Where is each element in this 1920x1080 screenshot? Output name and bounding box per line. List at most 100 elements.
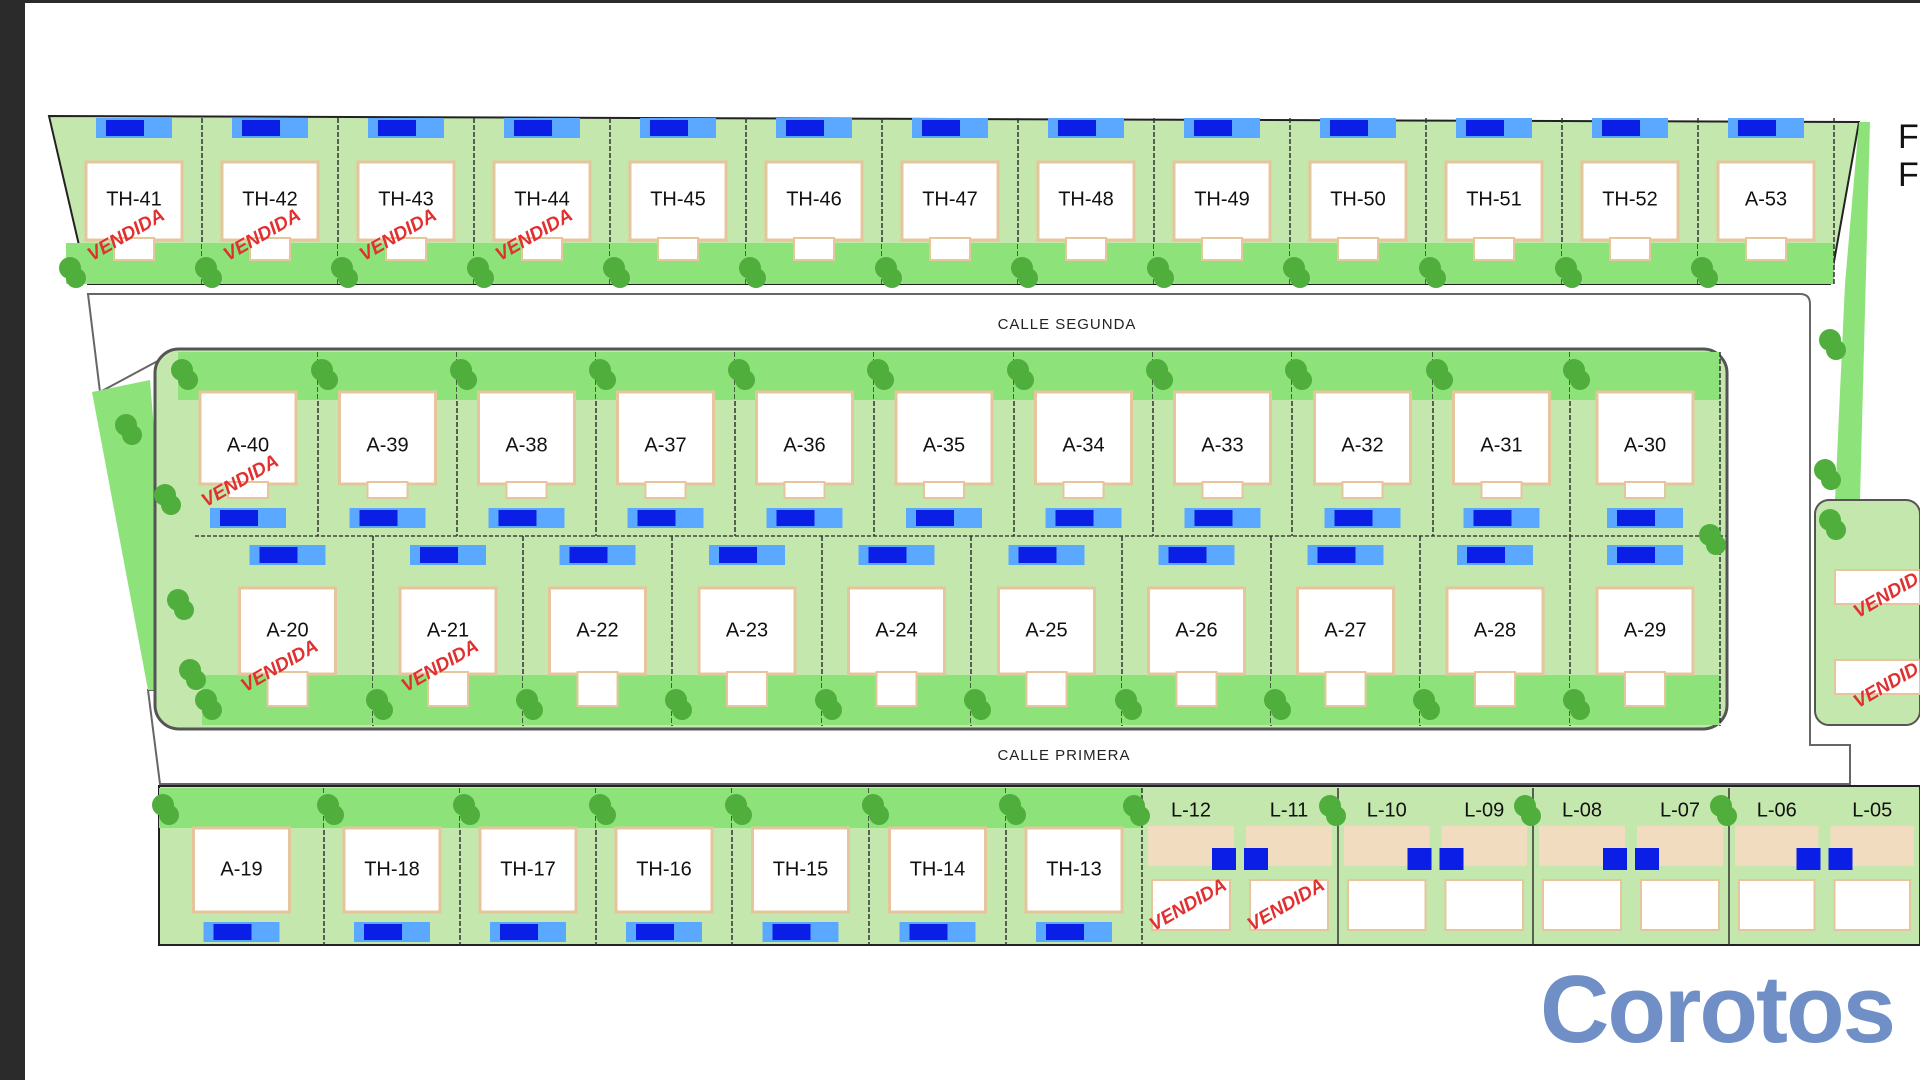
parking-icon [1194,510,1233,526]
tree-icon [167,589,194,620]
lot-L-05: L-05 [1828,788,1920,945]
parking-icon [1466,120,1504,136]
tree-canopy [971,700,991,720]
lot-label: L-09 [1464,799,1504,821]
parking-icon [636,924,674,940]
house-footprint [1172,160,1272,242]
lot-A-35: A-35 [874,352,1015,536]
house-extension [505,481,548,499]
garden-strip [732,788,869,828]
house-footprint [478,826,578,914]
tree-icon [1123,795,1150,826]
tree-canopy [1154,268,1174,288]
house-footprint [492,160,592,242]
lot-label: A-28 [1474,619,1516,641]
tree-icon [1147,257,1174,288]
house-footprint [1151,879,1231,931]
tree-icon [366,689,393,720]
lot-label: A-23 [726,619,768,641]
tree-icon [516,689,543,720]
lot-TH-15: TH-15 [732,788,870,945]
house-extension [1609,237,1651,261]
house-extension [385,237,427,261]
lot-label: L-07 [1660,799,1700,821]
parking-icon [514,120,552,136]
tree-icon [195,689,222,720]
parking-icon [1603,848,1627,870]
tree-icon [1419,257,1446,288]
tree-icon [1115,689,1142,720]
house-extension [1065,237,1107,261]
lot-TH-18: TH-18 [324,788,461,945]
lot-A-30: A-30 [1570,352,1721,536]
house-extension [1324,671,1367,707]
tree-canopy [1014,370,1034,390]
tree-icon [317,794,344,825]
parking-icon [106,120,144,136]
lot-label: L-12 [1171,799,1211,821]
partial-house [1834,569,1920,605]
parking-icon [569,547,608,563]
house-footprint [614,826,714,914]
lot-L-06: L-06 [1735,799,1821,931]
tree-icon [467,257,494,288]
lot-label: A-34 [1062,434,1104,456]
side-text-1: F [1898,118,1919,156]
house-footprint [628,160,728,242]
tree-canopy [882,268,902,288]
tree-icon [1146,359,1173,390]
tree-icon [728,359,755,390]
parking-icon [909,924,948,940]
tree-canopy [174,600,194,620]
parking-icon [1738,120,1776,136]
lot-label: TH-45 [650,188,706,210]
tree-canopy [1018,268,1038,288]
lot-label: A-33 [1201,434,1243,456]
tree-canopy [869,805,889,825]
tree-canopy [122,425,142,445]
parking-icon [1407,848,1432,870]
lot-label: TH-16 [636,858,692,880]
parking-icon [1439,848,1464,870]
tree-icon [862,794,889,825]
house-footprint [755,390,854,486]
tree-canopy [735,370,755,390]
tree-icon [59,257,86,288]
parking-icon [378,120,416,136]
tree-icon [179,659,206,690]
tree-icon [1426,359,1453,390]
parking-icon [500,924,538,940]
house-footprint [477,390,576,486]
house-footprint [1347,879,1427,931]
house-extension [1745,237,1787,261]
lot-A-19: A-19 [159,788,325,945]
tree-canopy [1570,700,1590,720]
tree-canopy [732,805,752,825]
tree-canopy [1521,806,1541,826]
tree-icon [311,359,338,390]
garden-strip [460,788,596,828]
lot-label: A-26 [1175,619,1217,641]
house-footprint [1640,879,1720,931]
house-footprint [1173,390,1272,486]
tree-canopy [1290,268,1310,288]
parking-icon [220,510,258,526]
lot-label: A-19 [220,858,262,880]
side-text-2: F [1898,156,1919,194]
parking-icon [1796,848,1821,870]
tree-canopy [1717,806,1737,826]
parking-icon [364,924,402,940]
house-footprint [616,390,715,486]
tree-canopy [373,700,393,720]
lot-label: A-21 [427,619,469,641]
house-extension [1624,671,1666,707]
lot-TH-16: TH-16 [596,788,733,945]
parking-icon [359,510,398,526]
lot-label: A-20 [266,619,308,641]
lot-TH-13: TH-13 [1006,788,1143,945]
house-footprint [356,160,456,242]
parking-icon [1473,510,1512,526]
